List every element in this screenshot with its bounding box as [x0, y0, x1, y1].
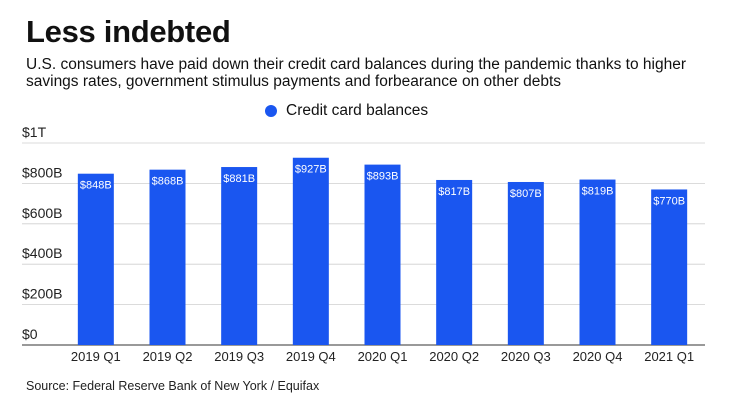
data-label: $807B — [510, 188, 542, 200]
x-tick-label: 2021 Q1 — [644, 349, 694, 364]
data-label: $819B — [582, 186, 614, 198]
y-tick-label: $1T — [22, 124, 47, 140]
data-label: $848B — [80, 180, 112, 192]
bar — [221, 167, 258, 345]
x-tick-label: 2020 Q1 — [358, 349, 408, 364]
x-tick-label: 2019 Q2 — [143, 349, 193, 364]
y-tick-label: $0 — [22, 326, 38, 342]
bar — [364, 164, 401, 345]
bar — [651, 189, 688, 345]
legend-swatch — [265, 105, 277, 117]
bar — [507, 181, 544, 345]
bar — [149, 169, 186, 345]
bar — [579, 179, 616, 345]
bar — [436, 179, 473, 345]
data-label: $893B — [367, 171, 399, 183]
data-label: $868B — [152, 176, 184, 188]
y-tick-label: $400B — [22, 245, 62, 261]
x-tick-label: 2020 Q3 — [501, 349, 551, 364]
data-label: $881B — [223, 173, 255, 185]
y-tick-label: $800B — [22, 164, 62, 180]
legend-label: Credit card balances — [286, 102, 429, 119]
data-label: $770B — [653, 195, 685, 207]
chart-title: Less indebted — [26, 14, 231, 49]
y-tick-label: $200B — [22, 286, 62, 302]
legend: Credit card balances — [265, 102, 428, 120]
x-tick-label: 2020 Q2 — [429, 349, 479, 364]
chart-subtitle: U.S. consumers have paid down their cred… — [26, 56, 686, 90]
data-label: $817B — [438, 186, 470, 198]
data-label: $927B — [295, 164, 327, 176]
x-tick-label: 2019 Q3 — [214, 349, 264, 364]
x-tick-label: 2020 Q4 — [573, 349, 623, 364]
x-tick-label: 2019 Q4 — [286, 349, 336, 364]
bar — [292, 157, 329, 345]
x-tick-label: 2019 Q1 — [71, 349, 121, 364]
y-tick-label: $600B — [22, 205, 62, 221]
bar — [77, 173, 114, 345]
source-note: Source: Federal Reserve Bank of New York… — [26, 379, 320, 393]
